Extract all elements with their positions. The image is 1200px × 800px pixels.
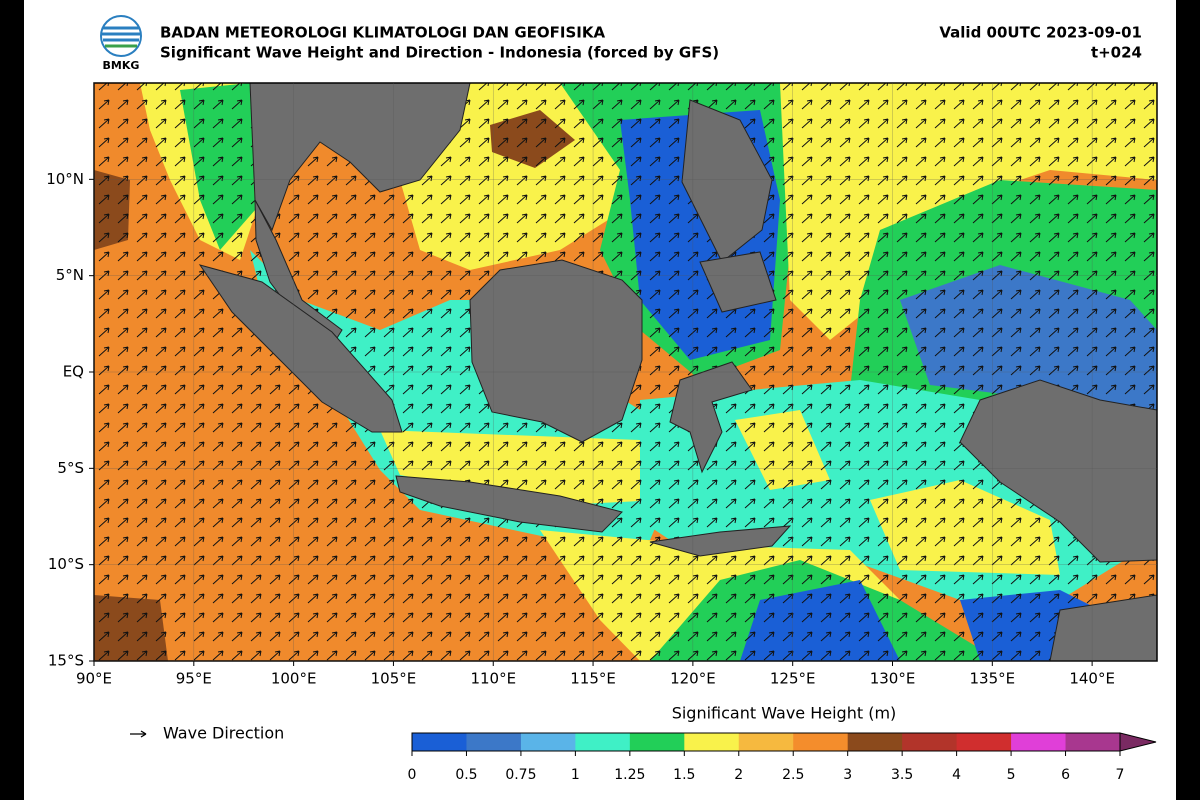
x-tick-label: 115°E bbox=[570, 670, 616, 688]
title: BADAN METEOROLOGI KLIMATOLOGI DAN GEOFIS… bbox=[160, 24, 605, 42]
x-tick-label: 130°E bbox=[870, 670, 916, 688]
colorbar-tick-label: 2.5 bbox=[782, 767, 804, 783]
x-tick-label: 95°E bbox=[176, 670, 212, 688]
colorbar-segment bbox=[520, 733, 576, 751]
colorbar-segment bbox=[1011, 733, 1067, 751]
arrow-legend-icon bbox=[130, 730, 147, 738]
logo-text: BMKG bbox=[103, 59, 140, 72]
colorbar-label: Significant Wave Height (m) bbox=[672, 704, 897, 723]
colorbar-segment bbox=[1065, 733, 1121, 751]
arrow-legend-label: Wave Direction bbox=[163, 724, 284, 743]
subtitle: Significant Wave Height and Direction - … bbox=[160, 44, 719, 62]
y-tick-label: 15°S bbox=[48, 652, 84, 670]
x-tick-label: 100°E bbox=[271, 670, 317, 688]
colorbar-tick-label: 2 bbox=[734, 767, 743, 783]
y-tick-label: EQ bbox=[63, 363, 84, 381]
colorbar-tick-label: 1.5 bbox=[673, 767, 695, 783]
valid-time: Valid 00UTC 2023-09-01 bbox=[939, 24, 1142, 42]
colorbar-tick-label: 5 bbox=[1007, 767, 1016, 783]
x-tick-label: 110°E bbox=[470, 670, 516, 688]
colorbar-tick-label: 1 bbox=[571, 767, 580, 783]
colorbar-tick-label: 0.75 bbox=[505, 767, 536, 783]
x-tick-label: 90°E bbox=[76, 670, 112, 688]
logo bbox=[100, 15, 142, 57]
y-tick-label: 10°N bbox=[46, 170, 84, 188]
colorbar-segment bbox=[847, 733, 903, 751]
map-ticks: 90°E 95°E 100°E 105°E 110°E 115°E 120°E 125°E 13… bbox=[46, 83, 1157, 688]
colorbar-tick-label: 0 bbox=[408, 767, 417, 783]
colorbar-tick-label: 6 bbox=[1061, 767, 1070, 783]
colorbar-segment bbox=[412, 733, 467, 751]
y-tick-label: 5°N bbox=[56, 266, 84, 284]
colorbar-border bbox=[411, 732, 1121, 752]
x-tick-label: 125°E bbox=[770, 670, 816, 688]
land bbox=[198, 83, 1157, 661]
colorbar-segment bbox=[466, 733, 522, 751]
colorbar-segment bbox=[684, 733, 740, 751]
lead-time: t+024 bbox=[1091, 44, 1142, 62]
y-tick-label: 5°S bbox=[57, 459, 84, 477]
x-tick-label: 105°E bbox=[371, 670, 417, 688]
x-tick-label: 140°E bbox=[1069, 670, 1115, 688]
colorbar-segment bbox=[629, 733, 685, 751]
x-tick-label: 120°E bbox=[670, 670, 716, 688]
colorbar-segment bbox=[575, 733, 631, 751]
y-tick-label: 10°S bbox=[48, 555, 84, 573]
x-tick-label: 135°E bbox=[970, 670, 1016, 688]
colorbar-tick-label: 3.5 bbox=[891, 767, 913, 783]
colorbar-tick-label: 0.5 bbox=[455, 767, 477, 783]
colorbar: 0 0.5 0.75 1 1.25 1.5 2 2.5 3 3.5 4 5 6 7 bbox=[408, 732, 1157, 783]
colorbar-tick-label: 4 bbox=[952, 767, 961, 783]
colorbar-segment bbox=[902, 733, 958, 751]
colorbar-tick-label: 1.25 bbox=[614, 767, 645, 783]
colorbar-segment bbox=[793, 733, 849, 751]
colorbar-tick-label: 7 bbox=[1116, 767, 1125, 783]
colorbar-segment bbox=[956, 733, 1012, 751]
colorbar-segment bbox=[738, 733, 794, 751]
colorbar-tick-label: 3 bbox=[843, 767, 852, 783]
